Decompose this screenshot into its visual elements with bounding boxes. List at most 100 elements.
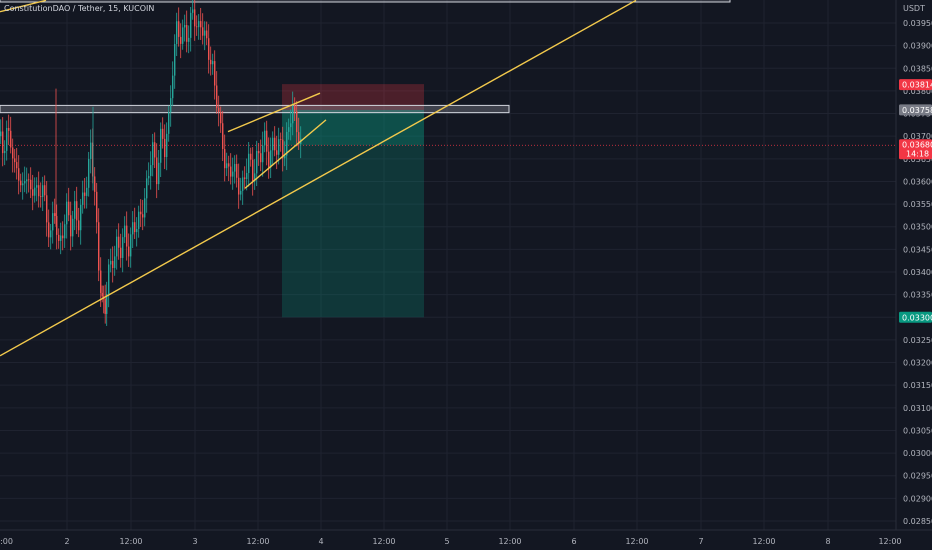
candle-body <box>20 180 22 186</box>
candle-series <box>0 0 302 326</box>
candle-body <box>12 147 14 159</box>
candle-body <box>204 30 206 36</box>
candle-body <box>132 222 134 235</box>
candle-body <box>184 24 186 28</box>
time-tick: 12:00 <box>246 537 269 546</box>
candle-body <box>122 237 124 258</box>
candle-body <box>88 158 90 188</box>
candle-body <box>120 247 122 258</box>
candle-body <box>114 256 116 268</box>
candle-body <box>214 61 216 86</box>
candle-body <box>266 130 268 152</box>
candle-body <box>218 107 220 113</box>
candle-body <box>240 190 242 195</box>
candle-body <box>162 128 164 139</box>
candle-body <box>164 138 166 158</box>
candle-body <box>44 185 46 196</box>
time-tick: 12:00 <box>119 537 142 546</box>
wedge-upper-line <box>227 92 321 133</box>
candle-body <box>64 224 66 239</box>
candle-body <box>30 179 32 190</box>
candle-body <box>166 133 168 158</box>
take-profit-label: 0.03300 <box>902 313 932 322</box>
candle-body <box>216 85 218 108</box>
candle-body <box>260 153 262 163</box>
candle-body <box>160 128 162 163</box>
candle-body <box>194 9 196 27</box>
candle-body <box>130 234 132 257</box>
candle-body <box>154 142 156 158</box>
candle-body <box>96 191 98 223</box>
candle-body <box>224 149 226 169</box>
candle-body <box>28 179 30 181</box>
candle-body <box>180 36 182 44</box>
candle-body <box>76 201 78 221</box>
candle-body <box>270 150 272 168</box>
candle-body <box>254 173 256 182</box>
candle-body <box>10 130 12 148</box>
candle-body <box>196 26 198 28</box>
time-tick: 7 <box>698 537 703 546</box>
candle-body <box>48 222 50 238</box>
candle-body <box>212 61 214 65</box>
candle-body <box>138 211 140 229</box>
candle-body <box>152 142 154 166</box>
candle-body <box>128 246 130 257</box>
candle-body <box>106 293 108 314</box>
candle-body <box>222 123 224 150</box>
candle-body <box>136 228 138 233</box>
top-trendline <box>0 0 47 13</box>
candle-body <box>32 189 34 196</box>
candle-body <box>158 162 160 185</box>
drawings-back <box>0 0 896 318</box>
candle-body <box>90 142 92 159</box>
candle-body <box>250 153 252 160</box>
candle-body <box>292 105 294 124</box>
candle-body <box>232 171 234 177</box>
candle-body <box>2 131 4 154</box>
candle-body <box>58 234 60 241</box>
candle-body <box>18 168 20 181</box>
last-price-countdown: 14:18 <box>906 150 929 159</box>
candle-body <box>118 236 120 248</box>
candle-body <box>264 130 266 146</box>
candle-body <box>188 37 190 42</box>
candle-body <box>236 164 238 178</box>
candle-body <box>280 139 282 140</box>
time-tick: 2:00 <box>0 537 13 546</box>
candle-body <box>198 21 200 28</box>
candle-body <box>94 176 96 192</box>
last-price-badge <box>899 139 932 160</box>
candle-body <box>40 196 42 198</box>
candle-body <box>142 214 144 218</box>
candle-body <box>4 150 6 154</box>
candle-body <box>108 264 110 294</box>
candle-body <box>278 139 280 155</box>
axes: USDT <box>0 0 932 531</box>
time-tick: 6 <box>571 537 576 546</box>
candle-body <box>256 151 258 174</box>
candle-body <box>284 155 286 159</box>
take-profit-progress <box>282 109 424 146</box>
candle-body <box>238 177 240 195</box>
resistance-zone-label: 0.03758 <box>902 106 932 115</box>
last-price-label: 0.03680 <box>902 141 932 150</box>
candle-body <box>178 21 180 37</box>
candle-body <box>66 201 68 225</box>
time-tick: 2 <box>64 537 69 546</box>
candle-body <box>246 173 248 180</box>
candle-body <box>190 12 192 38</box>
candle-body <box>104 299 106 314</box>
alert-level-label: 0.03814 <box>902 81 932 90</box>
candle-body <box>272 137 274 151</box>
candle-body <box>242 177 244 191</box>
candle-body <box>8 127 10 131</box>
